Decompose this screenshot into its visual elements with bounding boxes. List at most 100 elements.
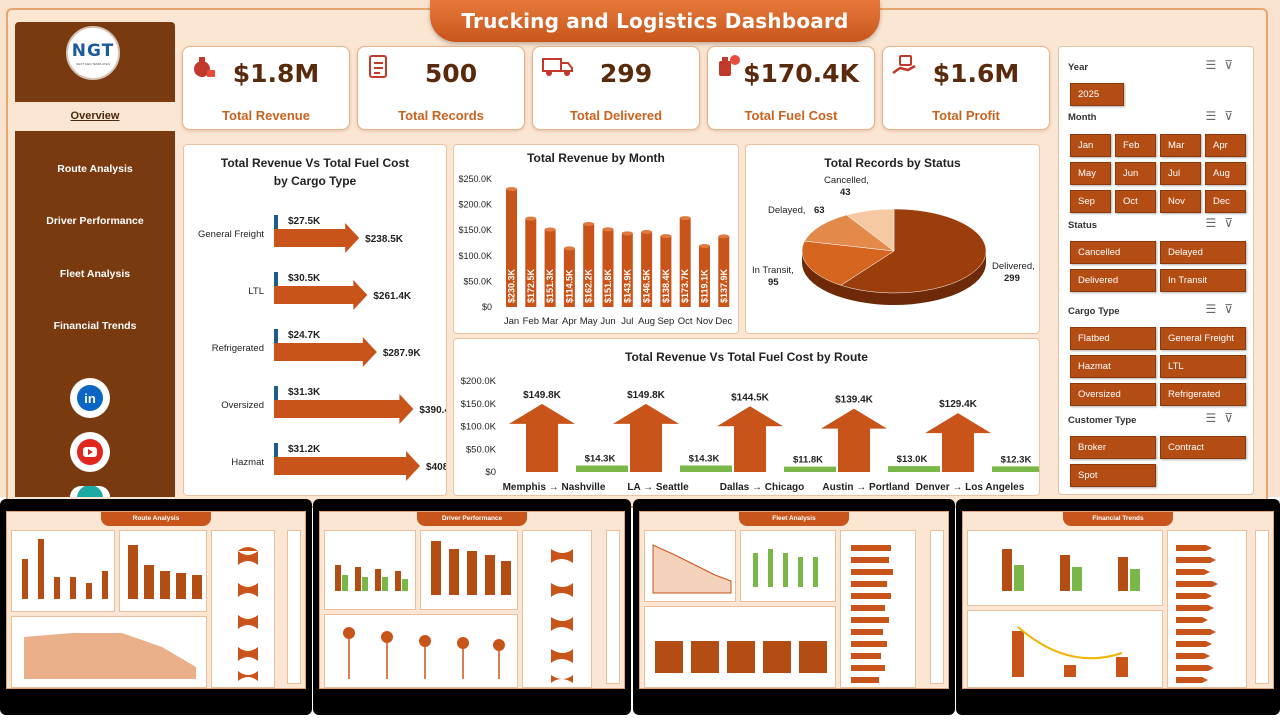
slicer-item-status[interactable]: Cancelled [1070, 241, 1156, 264]
month-category-label: Jan [504, 316, 519, 327]
multi-select-icon[interactable]: ☰ [1205, 411, 1225, 425]
y-tick-label: $200.0K [461, 376, 497, 387]
youtube-button[interactable] [70, 432, 110, 472]
slicer-item-cargo[interactable]: General Freight [1160, 327, 1246, 350]
fuel-cost-bar [888, 466, 940, 472]
kpi-label: Total Revenue [222, 108, 310, 123]
nav-fleet-analysis[interactable]: Fleet Analysis [59, 268, 131, 280]
revenue-arrow [509, 403, 575, 472]
clear-filter-icon[interactable]: ⊽ [1224, 302, 1241, 316]
month-category-label: Jul [621, 316, 633, 327]
slicer-title-status: Status [1068, 220, 1098, 231]
chart-revenue-vs-fuel-by-route: Total Revenue Vs Total Fuel Cost by Rout… [453, 338, 1040, 496]
slicer-item-cargo[interactable]: Refrigerated [1160, 383, 1246, 406]
kpi-card-total-fuel-cost: $170.4K Total Fuel Cost [707, 46, 875, 130]
y-tick-label: $200.0K [458, 200, 492, 210]
slicer-item-status[interactable]: In Transit [1160, 269, 1246, 292]
thumbnail-route-analysis[interactable]: Route Analysis [0, 499, 312, 715]
slicer-item-month[interactable]: Apr [1205, 134, 1246, 157]
thumbnail-driver-performance[interactable]: Driver Performance [313, 499, 631, 715]
slicer-title-customer: Customer Type [1068, 415, 1137, 426]
thumbnail-title: Route Analysis [101, 512, 211, 526]
fuel-cost-label: $31.3K [288, 387, 321, 398]
slicer-item-cargo[interactable]: Hazmat [1070, 355, 1156, 378]
kpi-label: Total Profit [932, 108, 1000, 123]
slicer-item-customer[interactable]: Spot [1070, 464, 1156, 487]
month-value-label: $119.1K [700, 269, 710, 303]
revenue-label: $390.4K [419, 405, 446, 416]
slicer-item-month[interactable]: Jan [1070, 134, 1111, 157]
multi-select-icon[interactable]: ☰ [1205, 109, 1225, 123]
chart-title: Total Revenue by Month [527, 151, 665, 165]
cargo-chart-svg: General Freight $27.5K $238.5K LTL $30.5K $26… [198, 215, 446, 481]
slicer-controls[interactable]: ☰⊽ [1205, 411, 1241, 425]
slicer-item-month[interactable]: Jun [1115, 162, 1156, 185]
thumbnail-screen: Fleet Analysis [639, 511, 949, 689]
slicer-controls[interactable]: ☰⊽ [1205, 302, 1241, 316]
revenue-arrow [274, 394, 414, 424]
clear-filter-icon[interactable]: ⊽ [1224, 109, 1241, 123]
slicer-item-month[interactable]: Mar [1160, 134, 1201, 157]
nav-financial-trends[interactable]: Financial Trends [53, 320, 137, 332]
fuel-cost-label: $27.5K [288, 216, 321, 227]
slicer-item-month[interactable]: May [1070, 162, 1111, 185]
slicer-item-cargo[interactable]: Oversized [1070, 383, 1156, 406]
y-tick-label: $250.0K [458, 174, 492, 184]
multi-select-icon[interactable]: ☰ [1205, 302, 1225, 316]
dashboard-title: Trucking and Logistics Dashboard [430, 0, 880, 42]
revenue-label: $129.4K [939, 399, 978, 410]
slicer-item-cargo[interactable]: LTL [1160, 355, 1246, 378]
month-bar [506, 189, 517, 307]
slicer-item-month[interactable]: Jul [1160, 162, 1201, 185]
thumb-chart [11, 530, 115, 612]
clear-filter-icon[interactable]: ⊽ [1224, 58, 1241, 72]
slicer-item-year[interactable]: 2025 [1070, 83, 1124, 106]
slicer-item-customer[interactable]: Broker [1070, 436, 1156, 459]
fuel-cost-bar [274, 386, 278, 404]
slicer-item-status[interactable]: Delayed [1160, 241, 1246, 264]
multi-select-icon[interactable]: ☰ [1205, 58, 1225, 72]
thumb-chart [840, 530, 916, 688]
slicer-controls[interactable]: ☰⊽ [1205, 58, 1241, 72]
thumbnail-fleet-analysis[interactable]: Fleet Analysis [633, 499, 955, 715]
partial-social-button[interactable] [70, 486, 110, 497]
kpi-value: $170.4K [743, 59, 859, 88]
fuel-cost-label: $24.7K [288, 330, 321, 341]
slicer-controls[interactable]: ☰⊽ [1205, 109, 1241, 123]
nav-driver-performance[interactable]: Driver Performance [46, 215, 144, 227]
slicer-item-status[interactable]: Delivered [1070, 269, 1156, 292]
slicer-panel: Year ☰⊽ 2025 Month ☰⊽ Jan Feb Mar Apr May Jun… [1058, 46, 1254, 495]
kpi-value: $1.8M [232, 59, 320, 88]
chart-revenue-vs-fuel-by-cargo: Total Revenue Vs Total Fuel Cost by Carg… [183, 144, 447, 496]
y-tick-label: $50.0K [463, 276, 492, 286]
thumb-chart [644, 606, 836, 688]
thumbnail-financial-trends[interactable]: Financial Trends [956, 499, 1280, 715]
nav-overview[interactable]: Overview [12, 102, 178, 131]
company-logo[interactable]: NGT NEXT GEN TEMPLATES [66, 26, 120, 80]
clear-filter-icon[interactable]: ⊽ [1224, 216, 1241, 230]
slicer-item-cargo[interactable]: Flatbed [1070, 327, 1156, 350]
month-bar-top [544, 227, 556, 232]
slicer-controls[interactable]: ☰⊽ [1205, 216, 1241, 230]
revenue-label: $287.9K [383, 348, 422, 359]
thumbnail-screen: Driver Performance [319, 511, 625, 689]
slicer-item-month[interactable]: Feb [1115, 134, 1156, 157]
slicer-item-month[interactable]: Dec [1205, 190, 1246, 213]
thumb-chart [740, 530, 836, 602]
slicer-item-month[interactable]: Oct [1115, 190, 1156, 213]
month-bar [660, 236, 672, 307]
chart-title: Total Revenue Vs Total Fuel Cost by Rout… [625, 350, 868, 364]
slicer-item-month[interactable]: Aug [1205, 162, 1246, 185]
slicer-item-customer[interactable]: Contract [1160, 436, 1246, 459]
slicer-item-month[interactable]: Sep [1070, 190, 1111, 213]
revenue-label: $144.5K [731, 392, 770, 403]
category-label: Refrigerated [212, 343, 264, 354]
linkedin-button[interactable]: in [70, 378, 110, 418]
nav-route-analysis[interactable]: Route Analysis [57, 163, 133, 175]
route-category-label: Dallas → Chicago [720, 482, 804, 493]
multi-select-icon[interactable]: ☰ [1205, 216, 1225, 230]
revenue-arrow [613, 403, 679, 472]
slicer-item-month[interactable]: Nov [1160, 190, 1201, 213]
clear-filter-icon[interactable]: ⊽ [1224, 411, 1241, 425]
